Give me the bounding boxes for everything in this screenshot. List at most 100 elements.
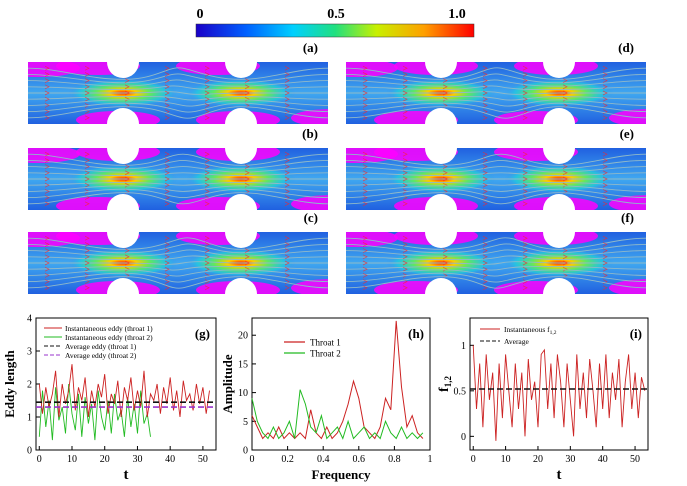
x-tick-label: 50 [198, 454, 208, 465]
flow-arrow [362, 158, 368, 163]
flow-arrow [124, 164, 130, 169]
flow-arrow [84, 78, 90, 83]
flow-arrow [164, 72, 170, 77]
x-tick-label: 0.8 [388, 454, 401, 465]
flow-arrow [244, 248, 250, 253]
flow-arrow [362, 260, 368, 266]
flow-arrow [44, 164, 50, 169]
flow-arrow [44, 189, 50, 194]
flow-arrow [284, 266, 290, 272]
flow-arrow [402, 151, 408, 157]
y-tick-label: 1 [27, 413, 32, 424]
colorbar-min-label: 0 [197, 7, 204, 22]
flow-arrow [522, 176, 528, 182]
flow-arrow [402, 158, 408, 163]
flow-arrow [482, 273, 488, 278]
flow-arrow [482, 195, 488, 200]
x-tick-label: 0 [471, 454, 476, 465]
streamline [346, 261, 646, 265]
flow-arrow [284, 170, 290, 176]
legend-entry-sub: 1,2 [550, 330, 557, 336]
flow-arrow [522, 279, 528, 284]
flow-arrow [562, 170, 568, 176]
flow-arrow [164, 158, 170, 163]
flow-arrow [164, 248, 170, 253]
flow-arrow [84, 84, 90, 90]
flow-arrow [84, 248, 90, 253]
x-tick-label: 30 [132, 454, 142, 465]
flow-arrow [522, 248, 528, 253]
flow-arrow [522, 189, 528, 194]
f12-plot: 0 10 20 30 40 50 0 0.5 1 t f1,2 (i) Instantaneous f1… [437, 317, 649, 483]
recirculation-zone [28, 148, 80, 163]
streamline [28, 153, 328, 166]
flow-arrow [124, 90, 130, 96]
contour-panel: (e) [346, 126, 646, 210]
flow-arrow [164, 201, 170, 207]
flow-arrow [562, 254, 568, 260]
streamline [346, 79, 646, 87]
flow-arrow [164, 254, 170, 260]
flow-arrow [362, 90, 368, 96]
panel-field [346, 148, 646, 210]
flow-arrow [522, 235, 528, 241]
cylinder-obstacle [543, 148, 575, 164]
y-tick-label: 2 [27, 380, 32, 391]
recirculation-zone [346, 62, 398, 77]
flow-arrow [284, 96, 290, 102]
flow-arrow [482, 65, 488, 71]
flow-arrow [284, 115, 290, 121]
flow-arrow [482, 158, 488, 163]
contour-panel: (a) [28, 40, 328, 124]
legend-entry: Instantaneous eddy (throat 1) [65, 324, 153, 333]
flow-arrow [442, 164, 448, 169]
flow-arrow [284, 72, 290, 77]
flow-arrow [482, 84, 488, 90]
flow-arrow [284, 248, 290, 253]
flow-arrow [442, 90, 448, 96]
panel-field [346, 62, 646, 124]
flow-arrow [402, 254, 408, 260]
flow-arrow [362, 235, 368, 241]
cylinder-obstacle [425, 278, 457, 294]
y-tick-label: 0 [27, 446, 32, 457]
legend-entry: Instantaneous eddy (throat 2) [65, 333, 153, 342]
y-tick-label: 1 [461, 341, 466, 352]
flow-arrow [204, 158, 210, 163]
flow-arrow [402, 84, 408, 90]
flow-arrow [442, 78, 448, 83]
flow-arrow [562, 78, 568, 83]
flow-arrow [44, 103, 50, 108]
streamline [28, 102, 328, 113]
flow-arrow [482, 201, 488, 207]
flow-arrow [482, 260, 488, 266]
flow-arrow [204, 176, 210, 182]
flow-arrow [204, 84, 210, 90]
flow-arrow [244, 96, 250, 102]
flow-arrow [84, 201, 90, 207]
flow-arrow [244, 254, 250, 260]
flow-arrow [284, 158, 290, 163]
flow-arrow [522, 164, 528, 169]
streamline [346, 95, 646, 101]
cylinder-obstacle [543, 62, 575, 78]
flow-arrow [362, 78, 368, 83]
flow-arrow [84, 260, 90, 266]
flow-arrow [402, 96, 408, 102]
flow-arrow [602, 176, 608, 182]
flow-arrow [562, 84, 568, 90]
streamline [346, 166, 646, 173]
flow-arrow [204, 151, 210, 157]
flow-arrow [284, 254, 290, 260]
flow-arrow [244, 164, 250, 169]
flow-arrow [482, 189, 488, 194]
flow-arrow [402, 65, 408, 71]
x-tick-label: 10 [501, 454, 511, 465]
flow-arrow [204, 189, 210, 194]
flow-arrow [522, 109, 528, 114]
flow-arrow [284, 176, 290, 182]
flow-arrow [44, 285, 50, 291]
flow-arrow [284, 189, 290, 194]
x-axis-label: Frequency [312, 467, 371, 482]
panel-label: (a) [303, 40, 318, 55]
